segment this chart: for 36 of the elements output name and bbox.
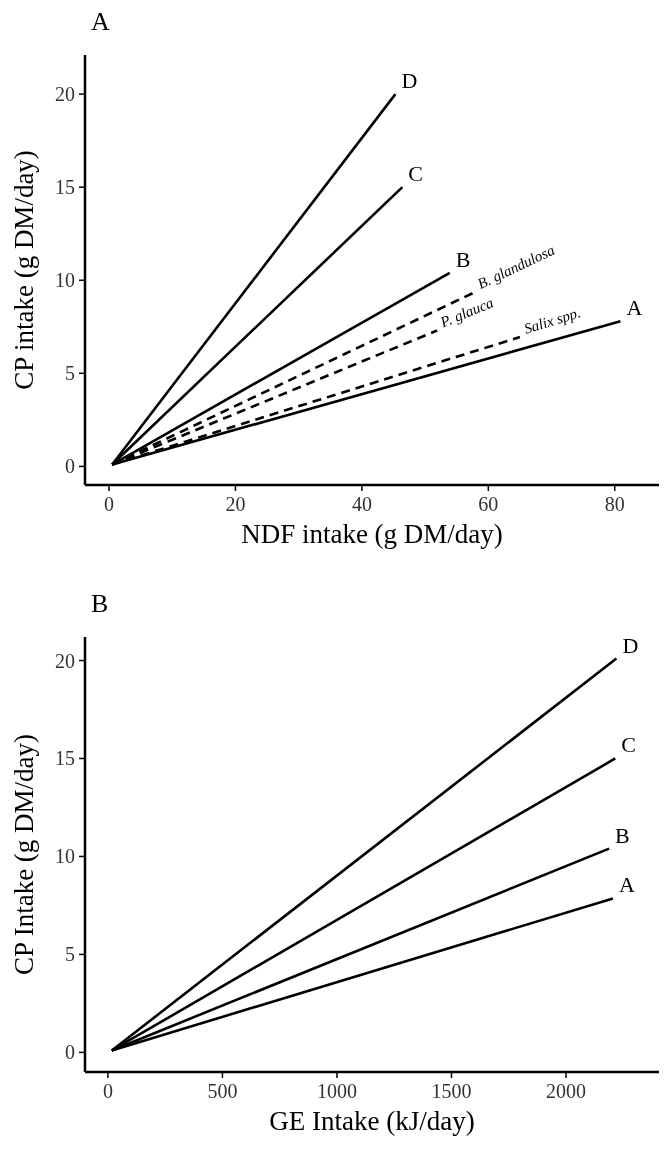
y-tick-label: 5 bbox=[65, 943, 75, 966]
x-tick-label: 60 bbox=[478, 493, 499, 515]
y-tick-label: 0 bbox=[65, 1041, 75, 1064]
series-label: C bbox=[621, 732, 636, 758]
x-axis-title: GE Intake (kJ/day) bbox=[269, 1106, 475, 1136]
x-tick-label: 0 bbox=[102, 1080, 113, 1102]
x-tick-label: 1000 bbox=[316, 1080, 357, 1102]
y-tick-label: 20 bbox=[55, 649, 75, 672]
y-tick-label: 0 bbox=[65, 455, 75, 478]
series-label: C bbox=[408, 161, 424, 187]
series-label: B bbox=[455, 246, 471, 272]
x-tick-label: 500 bbox=[207, 1080, 238, 1102]
x-tick-label: 80 bbox=[604, 493, 625, 515]
chart-title: B bbox=[91, 589, 109, 618]
y-tick-label: 10 bbox=[55, 845, 75, 868]
x-tick-label: 20 bbox=[225, 493, 246, 515]
text: P. glauca bbox=[437, 294, 496, 331]
y-tick-label: 20 bbox=[55, 83, 75, 106]
x-tick-label: 0 bbox=[104, 493, 115, 515]
x-tick-label: 1500 bbox=[431, 1080, 472, 1102]
chart-title: A bbox=[91, 7, 110, 36]
series-label: A bbox=[626, 295, 643, 321]
y-axis-title: CP Intake (g DM/day) bbox=[9, 733, 39, 976]
series-label: B bbox=[615, 822, 630, 848]
series-label: D bbox=[622, 632, 639, 658]
y-tick-label: 15 bbox=[55, 747, 75, 770]
y-axis-title: CP intake (g DM/day) bbox=[9, 150, 39, 390]
y-tick-label: 10 bbox=[55, 269, 75, 292]
x-tick-label: 40 bbox=[351, 493, 372, 515]
text: Salix spp. bbox=[522, 304, 583, 337]
series-label: D bbox=[401, 68, 418, 94]
x-tick-label: 2000 bbox=[546, 1080, 587, 1102]
y-tick-label: 5 bbox=[65, 362, 75, 385]
x-axis-title: NDF intake (g DM/day) bbox=[241, 519, 503, 549]
series-label: A bbox=[618, 872, 635, 898]
y-tick-label: 15 bbox=[55, 176, 75, 199]
